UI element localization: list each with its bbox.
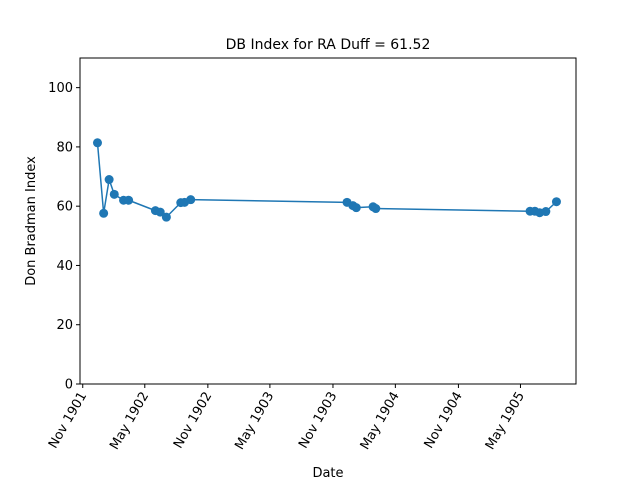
y-axis-label: Don Bradman Index <box>24 156 39 286</box>
data-point <box>92 138 102 148</box>
y-tick-label: 20 <box>56 318 73 333</box>
y-tick-label: 100 <box>48 81 73 96</box>
data-point <box>186 195 196 205</box>
data-point <box>109 189 119 199</box>
data-point <box>155 207 165 217</box>
series-layer <box>92 138 561 222</box>
y-tick-label: 80 <box>56 140 73 155</box>
y-tick-label: 40 <box>56 259 73 274</box>
y-tick-label: 0 <box>65 378 73 393</box>
y-tick-label: 60 <box>56 200 73 215</box>
data-point <box>551 197 561 207</box>
data-point <box>124 195 134 205</box>
data-point <box>371 204 381 214</box>
plot-area-frame <box>79 57 577 385</box>
data-point <box>99 208 109 218</box>
data-point <box>161 212 171 222</box>
data-point <box>104 175 114 185</box>
chart-title: DB Index for RA Duff = 61.52 <box>226 37 431 53</box>
data-point <box>541 207 551 217</box>
data-point <box>351 203 361 213</box>
x-axis-label: Date <box>312 466 343 480</box>
